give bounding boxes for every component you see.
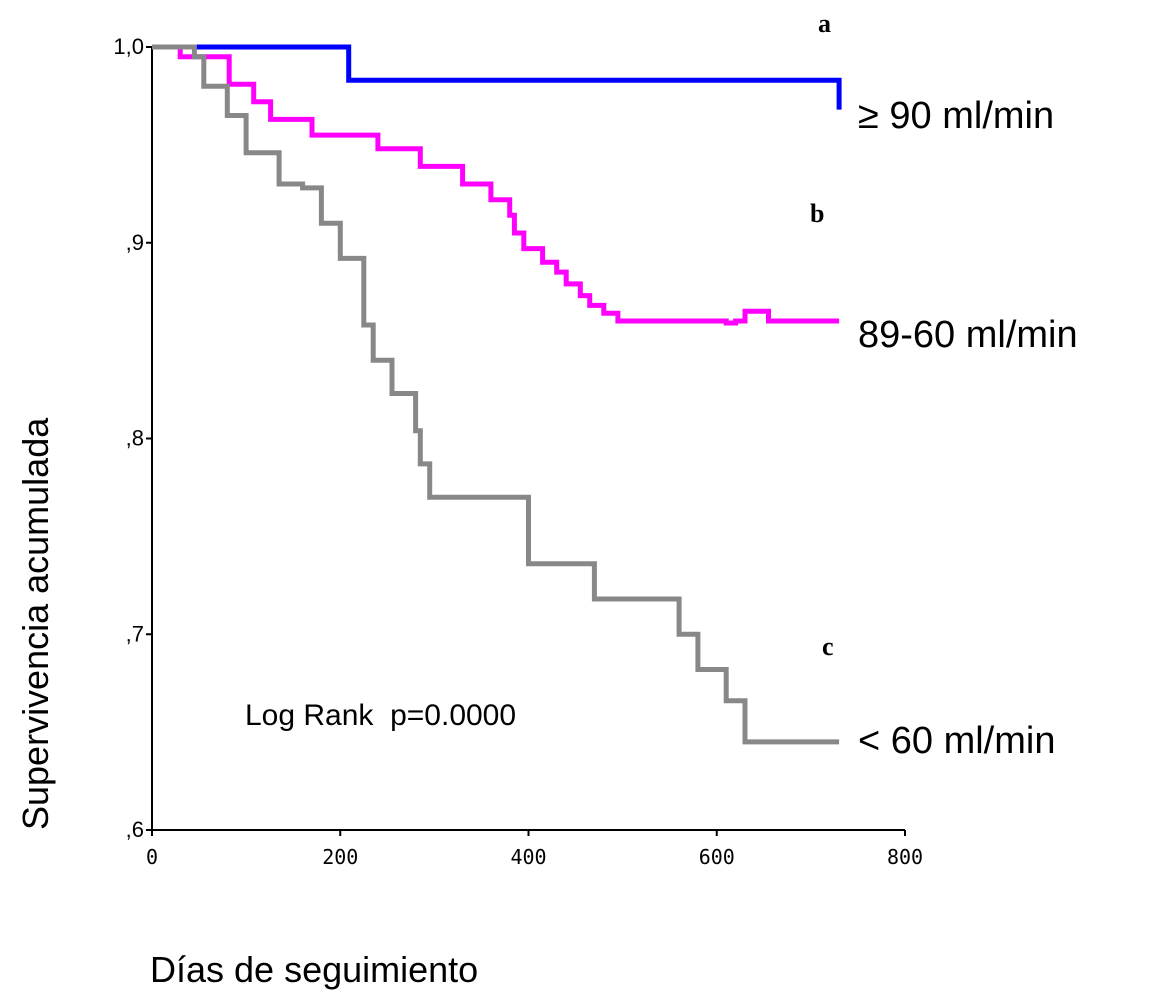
series-letter: b <box>810 199 824 228</box>
y-ticks: ,6 ,7 ,8 ,9 1,0 <box>113 34 152 842</box>
plot-area: ,6 ,7 ,8 ,9 1,0 0 200 400 600 800 ≥ 90 ml/min a 89… <box>113 9 1077 869</box>
series-label: < 60 ml/min <box>858 720 1055 762</box>
series-lines <box>152 44 842 745</box>
y-tick-label: ,8 <box>126 426 144 451</box>
series-label: 89-60 ml/min <box>858 314 1078 356</box>
x-axis-title: Días de seguimiento <box>150 949 478 990</box>
y-tick-label: ,7 <box>126 621 144 646</box>
y-tick-label: 1,0 <box>113 34 144 59</box>
series-line <box>152 44 842 110</box>
y-tick-label: ,6 <box>126 817 144 842</box>
y-axis-title: Supervivencia acumulada <box>15 417 56 830</box>
series-line <box>152 44 840 326</box>
x-ticks: 0 200 400 600 800 <box>146 830 923 869</box>
x-tick-label: 200 <box>322 845 358 869</box>
series-line <box>152 44 840 745</box>
log-rank-annotation: Log Rank p=0.0000 <box>245 699 516 732</box>
y-tick-label: ,9 <box>126 230 144 255</box>
x-tick-label: 600 <box>699 845 735 869</box>
x-tick-label: 0 <box>146 845 158 869</box>
series-letter: c <box>822 632 834 661</box>
x-tick-label: 800 <box>887 845 923 869</box>
x-tick-label: 400 <box>510 845 546 869</box>
series-label: ≥ 90 ml/min <box>858 95 1054 137</box>
series-labels: ≥ 90 ml/min a 89-60 ml/min b < 60 ml/min c <box>810 9 1078 762</box>
series-letter: a <box>818 9 831 38</box>
